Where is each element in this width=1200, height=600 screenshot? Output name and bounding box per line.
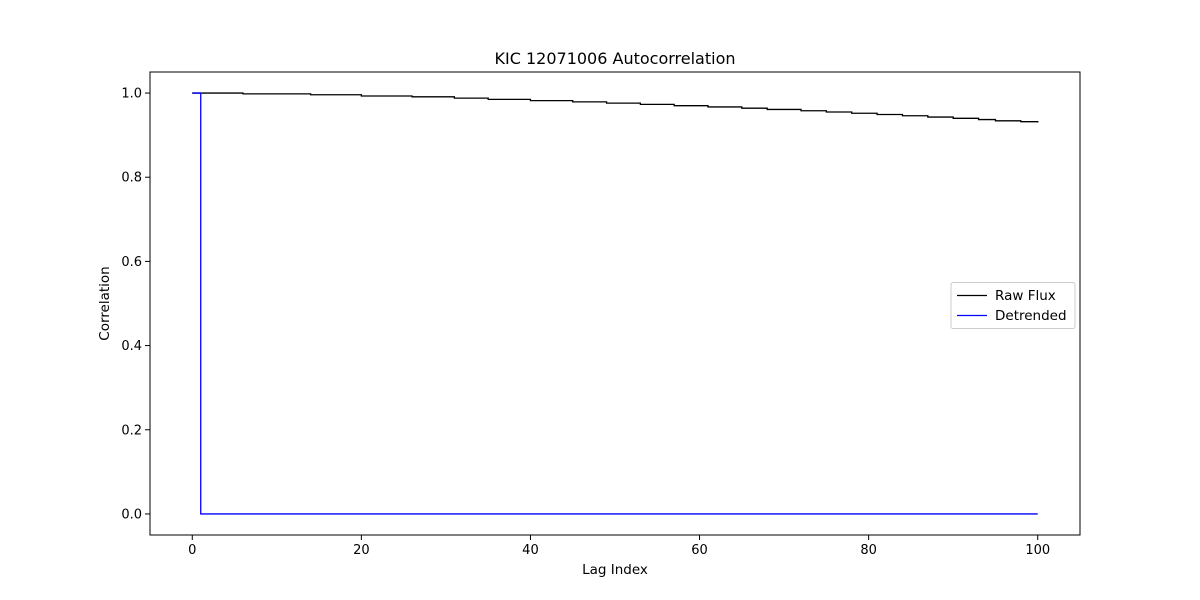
y-tick-label: 0.8 [121,171,142,186]
y-tick-label: 0.4 [121,339,142,354]
y-tick-label: 0.6 [121,255,142,270]
x-tick-label: 60 [691,543,708,558]
y-tick-label: 0.0 [121,507,142,522]
x-axis-label: Lag Index [582,562,648,578]
x-tick-label: 100 [1025,543,1050,558]
y-tick-label: 0.2 [121,423,142,438]
legend: Raw Flux Detrended [950,282,1076,329]
legend-label-detrended: Detrended [995,308,1067,324]
series-line-detrended [192,92,1038,515]
series-line-raw-flux [192,92,1039,123]
x-tick-label: 40 [522,543,539,558]
x-axis-ticks: 0 20 40 60 80 100 [188,535,1050,558]
plot-frame [149,71,1081,536]
x-tick-label: 20 [353,543,370,558]
legend-box [950,282,1076,329]
y-axis-label: Correlation [97,266,113,340]
chart-title: KIC 12071006 Autocorrelation [495,49,736,68]
y-axis-ticks: 0.0 0.2 0.4 0.6 0.8 1.0 [121,87,150,522]
x-tick-label: 80 [860,543,877,558]
legend-label-raw-flux: Raw Flux [995,288,1056,304]
x-tick-label: 0 [188,543,196,558]
y-tick-label: 1.0 [121,87,142,102]
